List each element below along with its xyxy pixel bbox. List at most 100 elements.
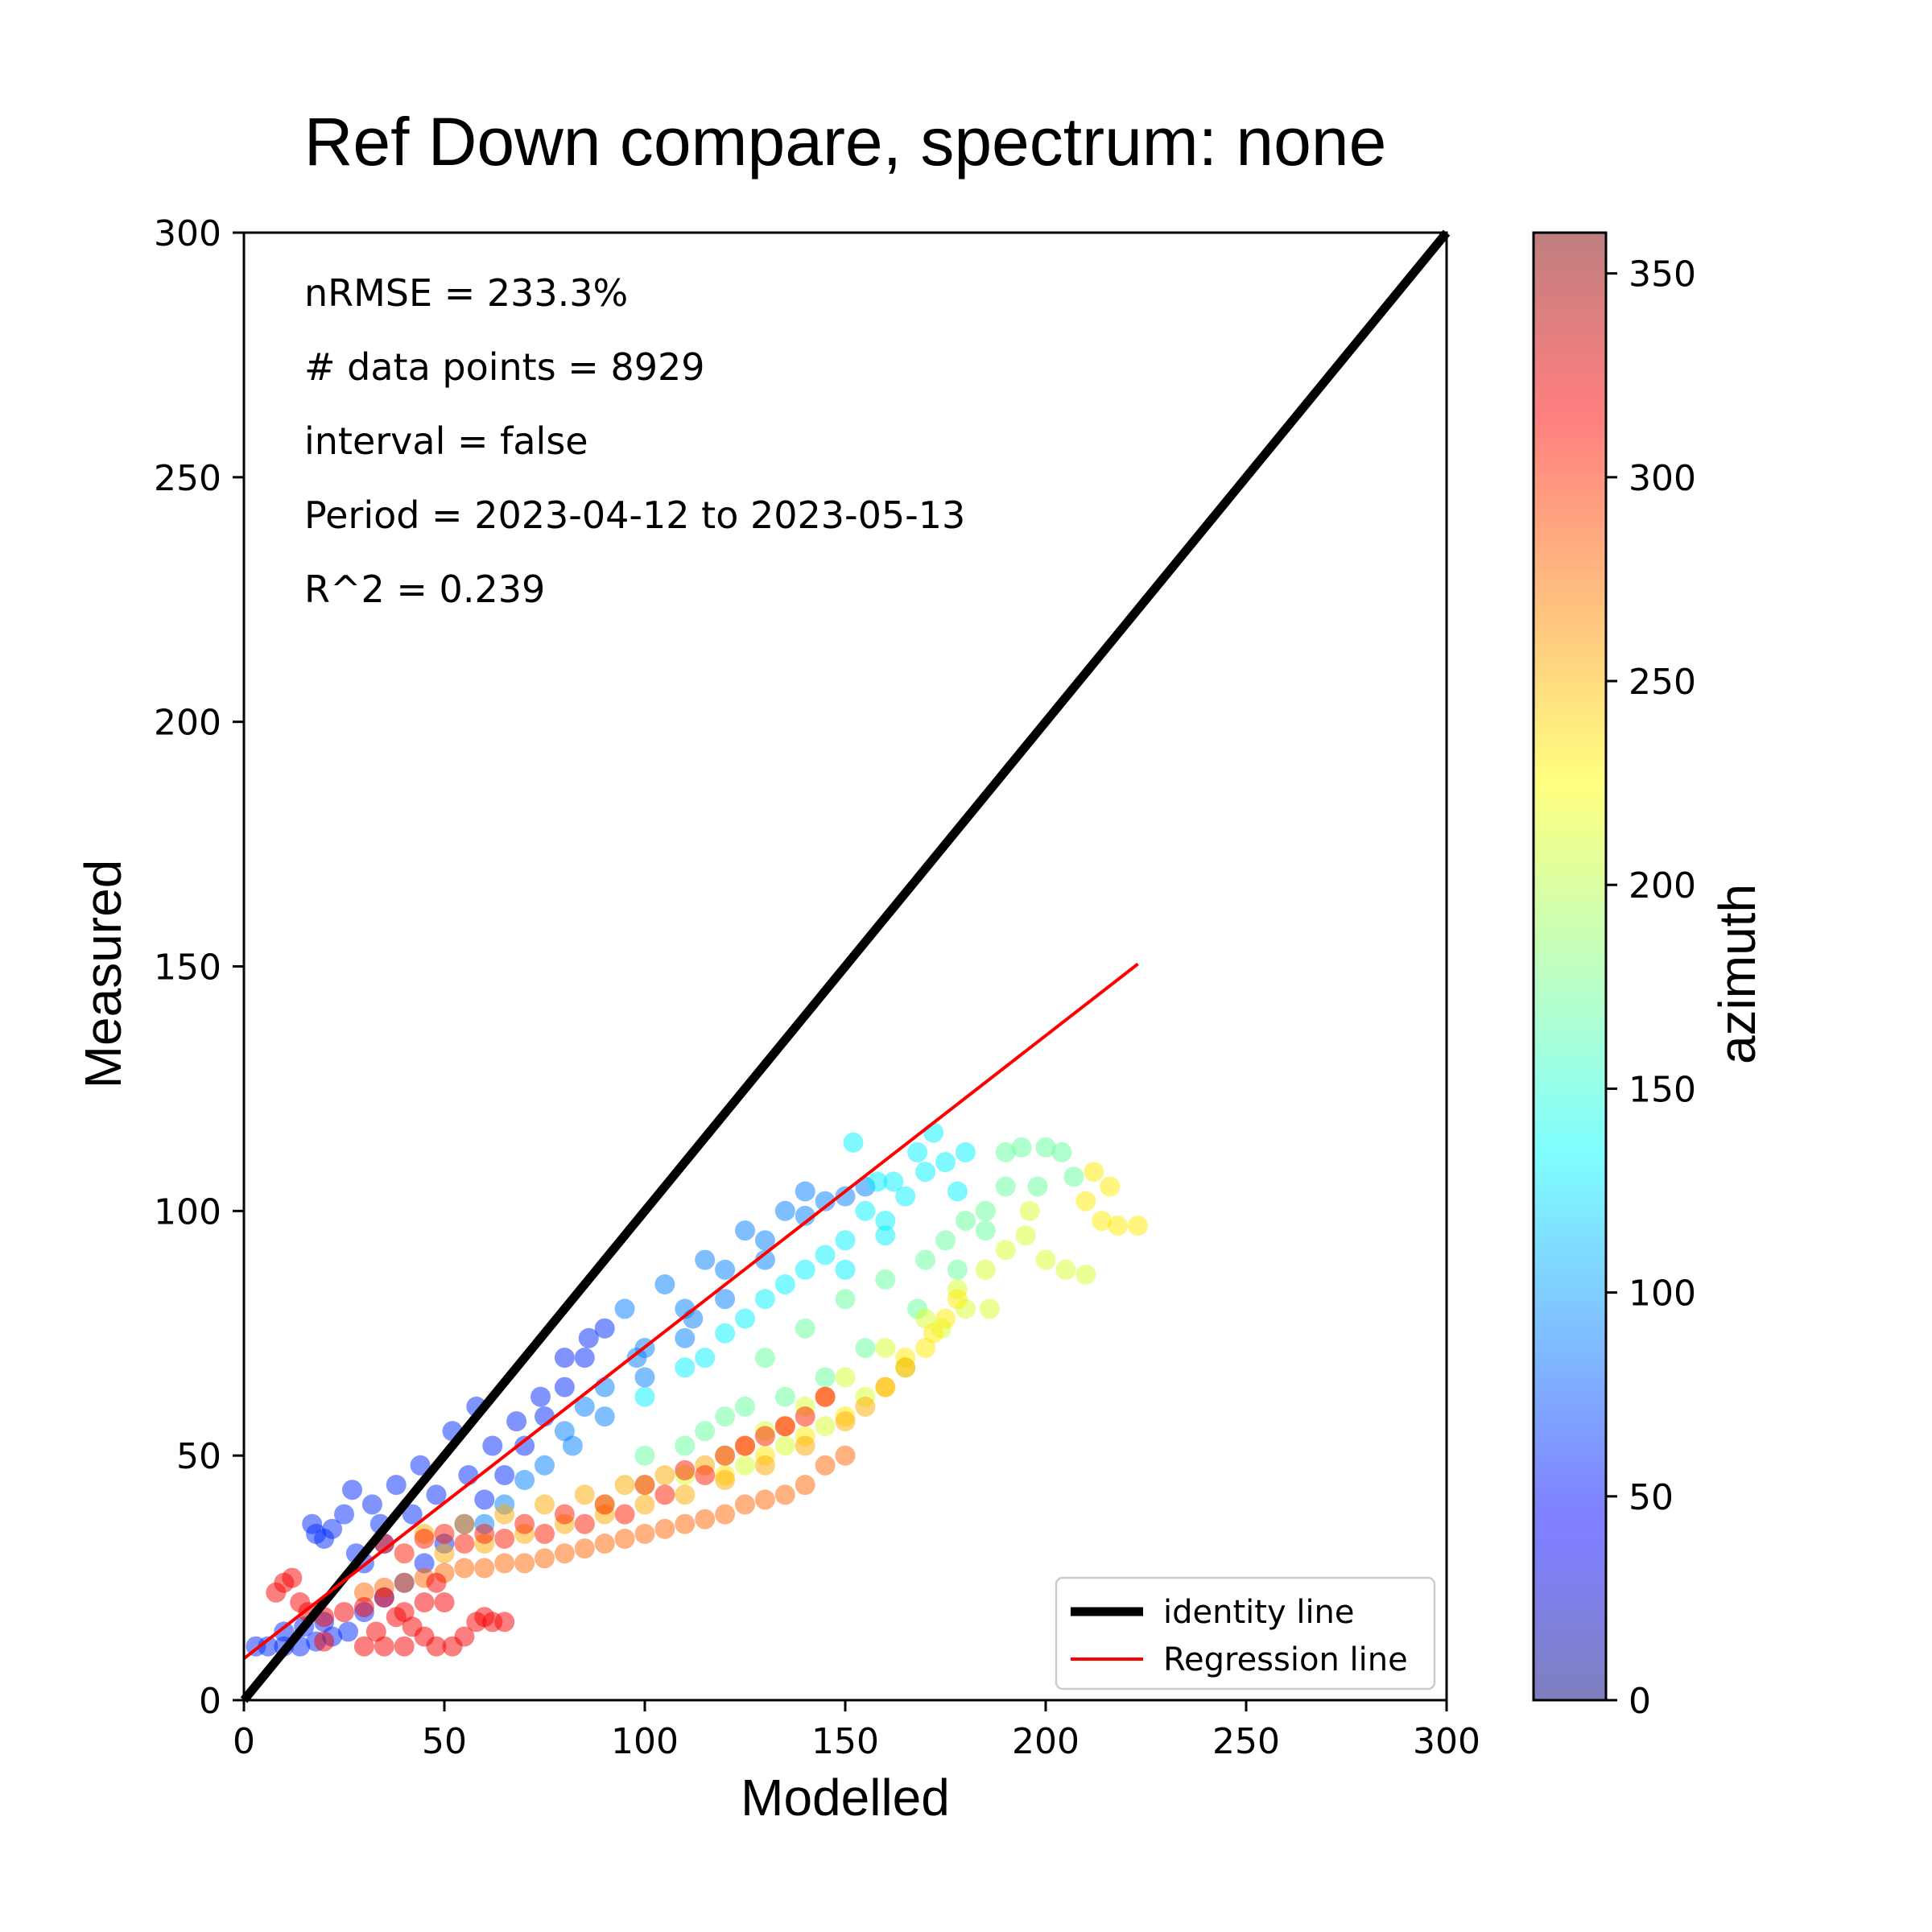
scatter-point xyxy=(774,1274,795,1294)
scatter-point xyxy=(979,1298,1000,1319)
scatter-point xyxy=(955,1211,976,1231)
scatter-point xyxy=(695,1509,716,1530)
scatter-point xyxy=(474,1523,495,1544)
stat-annotation: # data points = 8929 xyxy=(304,345,705,389)
scatter-point xyxy=(594,1406,615,1427)
scatter-point xyxy=(414,1529,435,1549)
scatter-point xyxy=(578,1327,599,1348)
scatter-point xyxy=(494,1504,515,1525)
scatter-point xyxy=(875,1225,896,1246)
scatter-point xyxy=(353,1582,374,1603)
scatter-point xyxy=(374,1587,394,1608)
scatter-point xyxy=(654,1465,675,1485)
scatter-point xyxy=(494,1553,515,1574)
scatter-point xyxy=(815,1191,836,1212)
scatter-point xyxy=(855,1396,876,1417)
scatter-point xyxy=(715,1259,736,1280)
x-tick-label: 150 xyxy=(811,1721,879,1762)
scatter-point xyxy=(774,1435,795,1456)
scatter-point xyxy=(353,1636,374,1657)
scatter-point xyxy=(675,1357,696,1378)
scatter-point xyxy=(947,1181,968,1202)
scatter-point xyxy=(494,1465,515,1485)
scatter-point xyxy=(923,1323,944,1344)
scatter-point xyxy=(995,1240,1016,1261)
scatter-point xyxy=(530,1386,551,1407)
colorbar-tick-label: 50 xyxy=(1629,1477,1674,1518)
scatter-point xyxy=(975,1259,996,1280)
scatter-point xyxy=(426,1484,447,1505)
legend-regression-label: Regression line xyxy=(1163,1641,1408,1678)
scatter-point xyxy=(695,1465,716,1485)
y-tick-label: 300 xyxy=(154,213,221,254)
scatter-point xyxy=(338,1621,358,1642)
scatter-point xyxy=(554,1421,575,1442)
scatter-point xyxy=(907,1141,928,1162)
scatter-point xyxy=(386,1607,407,1628)
scatter-point xyxy=(1055,1259,1076,1280)
chart-lines xyxy=(240,229,1451,1703)
y-tick-label: 100 xyxy=(154,1191,221,1232)
scatter-point xyxy=(342,1480,362,1501)
y-tick-label: 0 xyxy=(199,1681,221,1722)
scatter-point xyxy=(414,1592,435,1612)
scatter-point xyxy=(695,1249,716,1270)
scatter-point xyxy=(434,1592,455,1612)
scatter-point xyxy=(835,1445,856,1466)
scatter-point xyxy=(594,1494,615,1515)
scatter-point xyxy=(835,1367,856,1388)
x-tick-label: 250 xyxy=(1212,1721,1280,1762)
scatter-point xyxy=(574,1513,595,1534)
scatter-point xyxy=(915,1162,936,1183)
scatter-point xyxy=(774,1386,795,1407)
scatter-point xyxy=(843,1132,864,1153)
scatter-point xyxy=(795,1205,815,1226)
x-tick-label: 50 xyxy=(422,1721,467,1762)
y-tick-label: 250 xyxy=(154,458,221,499)
scatter-point xyxy=(634,1386,655,1407)
scatter-point xyxy=(574,1484,595,1505)
scatter-point xyxy=(282,1567,303,1588)
scatter-point xyxy=(514,1513,535,1534)
scatter-point xyxy=(735,1396,755,1417)
scatter-point xyxy=(795,1181,815,1202)
x-tick-label: 200 xyxy=(1012,1721,1080,1762)
scatter-point xyxy=(947,1259,968,1280)
scatter-point xyxy=(715,1406,736,1427)
scatter-point xyxy=(835,1259,856,1280)
scatter-point xyxy=(815,1455,836,1476)
scatter-point xyxy=(494,1612,515,1633)
scatter-point xyxy=(482,1435,503,1456)
stat-annotation: R^2 = 0.239 xyxy=(304,568,545,611)
y-tick-label: 150 xyxy=(154,947,221,989)
scatter-point xyxy=(353,1597,374,1617)
scatter-point xyxy=(835,1289,856,1310)
scatter-point xyxy=(402,1504,423,1525)
scatter-point xyxy=(975,1200,996,1221)
y-tick-label: 200 xyxy=(154,703,221,744)
scatter-point xyxy=(474,1489,495,1510)
colorbar: 0 50 100 150 200 250 300 350 azimuth xyxy=(1532,231,1766,1722)
scatter-point xyxy=(322,1518,343,1539)
scatter-point xyxy=(654,1484,675,1505)
scatter-point xyxy=(795,1475,815,1496)
scatter-point xyxy=(614,1475,635,1496)
scatter-point xyxy=(535,1494,555,1515)
y-tick-label: 50 xyxy=(176,1436,221,1477)
scatter-point xyxy=(1092,1211,1113,1231)
scatter-point xyxy=(815,1367,836,1388)
stat-annotation: interval = false xyxy=(304,419,588,463)
scatter-point xyxy=(394,1636,415,1657)
scatter-point xyxy=(735,1220,755,1241)
scatter-point xyxy=(915,1308,936,1329)
scatter-point xyxy=(1084,1162,1104,1183)
scatter-point xyxy=(735,1494,755,1515)
scatter-point xyxy=(614,1529,635,1549)
scatter-point xyxy=(923,1122,944,1143)
colorbar-tick-label: 250 xyxy=(1629,662,1696,703)
scatter-point xyxy=(675,1459,696,1480)
scatter-point xyxy=(258,1636,279,1657)
scatter-point xyxy=(626,1348,647,1368)
scatter-point xyxy=(535,1523,555,1544)
